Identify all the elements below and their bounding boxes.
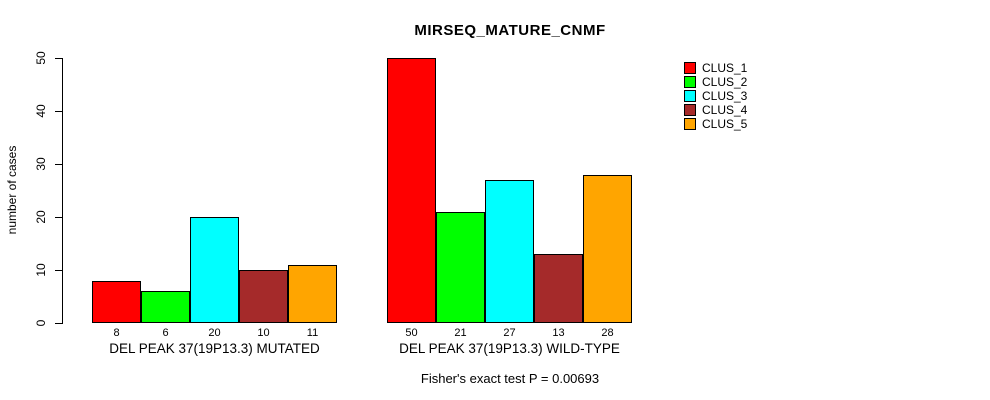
legend-swatch-clus_2 xyxy=(684,76,696,88)
chart-title: MIRSEQ_MATURE_CNMF xyxy=(414,22,606,39)
bar-clus_2-group-1 xyxy=(141,291,190,323)
bar-value-label: 27 xyxy=(503,327,516,339)
legend-swatch-clus_1 xyxy=(684,62,696,74)
legend-item-clus_4: CLUS_4 xyxy=(684,103,747,117)
bar-clus_4-group-2 xyxy=(534,254,583,323)
bar-value-label: 28 xyxy=(601,327,614,339)
bar-value-label: 10 xyxy=(257,327,270,339)
y-axis-label: number of cases xyxy=(5,145,19,235)
y-tick-mark xyxy=(55,58,62,59)
bar-value-label: 50 xyxy=(405,327,418,339)
bar-value-label: 11 xyxy=(306,327,319,339)
y-tick-mark xyxy=(55,164,62,165)
bar-value-label: 20 xyxy=(208,327,221,339)
y-tick-label: 0 xyxy=(34,319,48,327)
legend-swatch-clus_5 xyxy=(684,118,696,130)
y-tick-mark xyxy=(55,217,62,218)
y-tick-label: 30 xyxy=(34,157,48,171)
legend: CLUS_1 CLUS_2 CLUS_3 CLUS_4 CLUS_5 xyxy=(684,61,747,131)
bar-clus_3-group-2 xyxy=(485,180,534,323)
bar-clus_2-group-2 xyxy=(436,212,485,323)
bar-value-label: 13 xyxy=(552,327,565,339)
bar-clus_4-group-1 xyxy=(239,270,288,323)
bar-value-label: 21 xyxy=(454,327,467,339)
legend-label: CLUS_4 xyxy=(702,103,748,117)
legend-swatch-clus_3 xyxy=(684,90,696,102)
legend-label: CLUS_5 xyxy=(702,117,748,131)
bar-clus_3-group-1 xyxy=(190,217,239,323)
category-label: DEL PEAK 37(19P13.3) WILD-TYPE xyxy=(399,341,620,356)
legend-item-clus_3: CLUS_3 xyxy=(684,89,747,103)
bar-value-label: 6 xyxy=(162,327,169,339)
category-label: DEL PEAK 37(19P13.3) MUTATED xyxy=(109,341,320,356)
legend-label: CLUS_1 xyxy=(702,61,748,75)
y-tick-label: 20 xyxy=(34,210,48,224)
y-tick-mark xyxy=(55,323,62,324)
legend-label: CLUS_3 xyxy=(702,89,748,103)
y-tick-label: 40 xyxy=(34,104,48,118)
y-axis-line xyxy=(62,58,63,324)
y-tick-mark xyxy=(55,270,62,271)
bar-clus_5-group-2 xyxy=(583,175,632,323)
legend-swatch-clus_4 xyxy=(684,104,696,116)
y-tick-label: 10 xyxy=(34,263,48,277)
bar-clus_1-group-1 xyxy=(92,281,141,323)
fisher-test-annotation: Fisher's exact test P = 0.00693 xyxy=(420,371,600,386)
legend-item-clus_2: CLUS_2 xyxy=(684,75,747,89)
bar-clus_1-group-2 xyxy=(387,58,436,323)
y-tick-mark xyxy=(55,111,62,112)
legend-item-clus_1: CLUS_1 xyxy=(684,61,747,75)
legend-item-clus_5: CLUS_5 xyxy=(684,117,747,131)
bar-value-label: 8 xyxy=(113,327,120,339)
bar-clus_5-group-1 xyxy=(288,265,337,323)
y-tick-label: 50 xyxy=(34,51,48,65)
legend-label: CLUS_2 xyxy=(702,75,748,89)
